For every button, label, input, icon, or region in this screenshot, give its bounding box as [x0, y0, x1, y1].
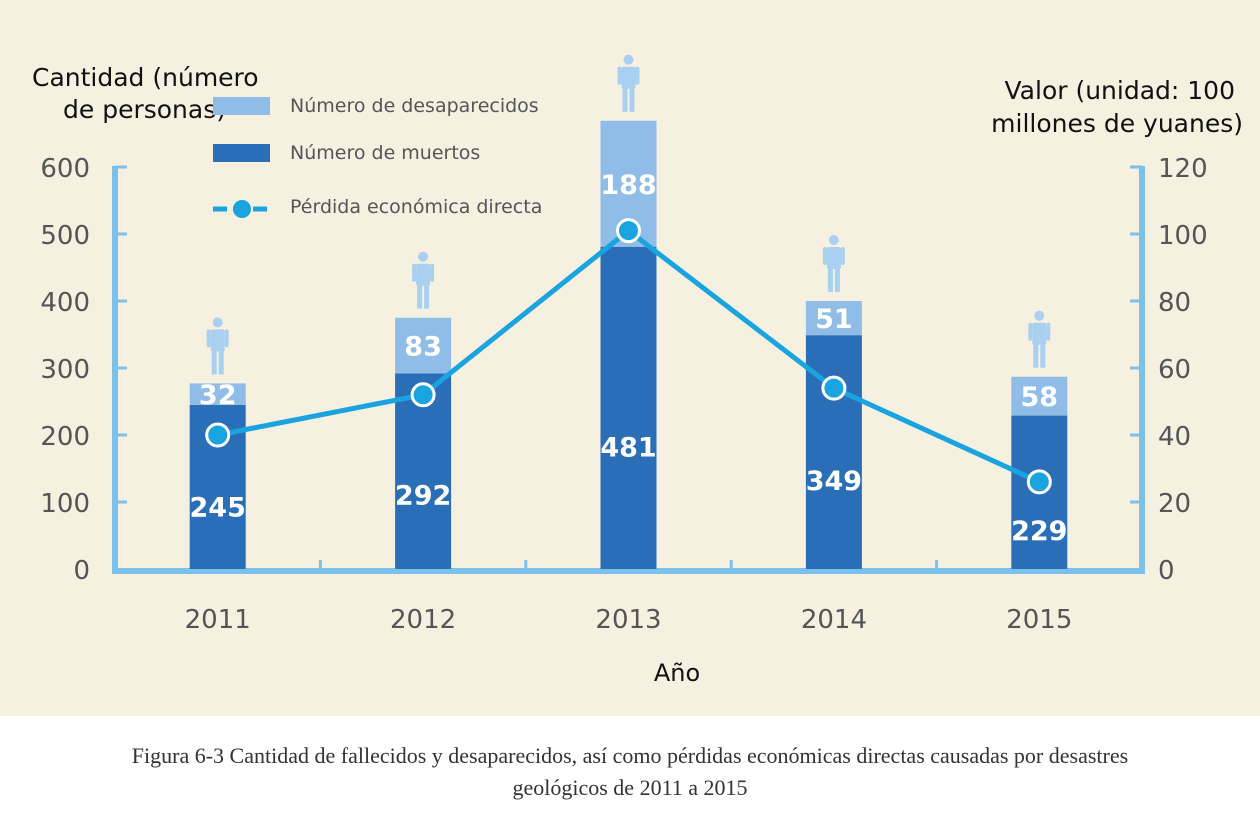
right-axis-title-line1: Valor (unidad: 100 — [1005, 76, 1235, 105]
person-icon-body — [826, 247, 841, 269]
person-icon-body — [1032, 322, 1047, 345]
data-label-desaparecidos: 58 — [1021, 382, 1059, 413]
data-label-muertos: 349 — [806, 466, 862, 497]
person-icon — [412, 251, 435, 309]
person-icon-right-leg — [424, 284, 430, 309]
person-icon-head — [623, 54, 634, 65]
legend-label-perdida: Pérdida económica directa — [290, 196, 542, 218]
right-tick-label: 0 — [1158, 556, 1175, 586]
x-axis-ticks: 2011 2012 2013 2014 2015 — [185, 560, 1072, 635]
person-icon — [617, 54, 640, 112]
x-axis-title: Año — [654, 659, 700, 687]
left-axis-title-line2: de personas) — [63, 95, 226, 124]
bar-muertos — [600, 246, 657, 570]
person-icon-body — [416, 263, 431, 286]
x-tick-label: 2013 — [595, 605, 661, 635]
left-tick-label: 600 — [40, 154, 90, 184]
x-tick-label: 2012 — [390, 605, 456, 635]
person-icon-left-leg — [1033, 343, 1039, 368]
right-axis-title-line2: millones de yuanes) — [991, 109, 1243, 138]
right-tick-label: 120 — [1158, 154, 1208, 184]
x-tick-label: 2011 — [185, 605, 251, 635]
bar-desaparecidos — [805, 301, 862, 336]
left-tick-label: 500 — [40, 221, 90, 251]
data-label-muertos: 229 — [1011, 516, 1067, 547]
right-tick-label: 100 — [1158, 221, 1208, 251]
right-axis-ticks: 0 20 40 60 80 100 120 — [1130, 154, 1208, 586]
figure-caption: Figura 6-3 Cantidad de fallecidos y desa… — [20, 740, 1240, 804]
caption-line-2: geológicos de 2011 a 2015 — [512, 775, 748, 800]
chart-svg: Cantidad (número de personas) Valor (uni… — [32, 54, 1243, 687]
data-label-desaparecidos: 83 — [404, 332, 442, 363]
left-tick-label: 200 — [40, 422, 90, 452]
person-icon-right-arm — [1046, 322, 1051, 341]
person-icon-right-arm — [430, 263, 435, 282]
x-tick-label: 2014 — [801, 605, 867, 635]
legend-label-muertos: Número de muertos — [290, 142, 480, 164]
right-tick-label: 60 — [1158, 355, 1191, 385]
person-icon-left-leg — [827, 268, 833, 292]
person-icon-left-leg — [622, 87, 628, 112]
left-tick-label: 100 — [40, 489, 90, 519]
chart-area: Cantidad (número de personas) Valor (uni… — [0, 0, 1260, 716]
x-tick-label: 2015 — [1006, 605, 1072, 635]
left-axis-title-line1: Cantidad (número — [32, 63, 259, 92]
person-icon — [1028, 310, 1051, 368]
left-tick-label: 0 — [73, 556, 90, 586]
line-point-perdida — [1026, 469, 1052, 495]
person-icon-right-leg — [218, 350, 224, 375]
person-icon — [822, 235, 845, 292]
data-label-muertos: 292 — [395, 481, 451, 512]
person-icon-right-leg — [1040, 343, 1046, 368]
legend-label-desaparecidos: Número de desaparecidos — [290, 95, 539, 117]
person-icon-right-arm — [224, 329, 229, 348]
person-icon-left-leg — [417, 284, 423, 309]
left-tick-label: 300 — [40, 355, 90, 385]
person-icons — [206, 54, 1051, 375]
bar-desaparecidos — [189, 383, 246, 405]
person-icon-head — [828, 235, 839, 245]
line-point-perdida — [410, 382, 436, 408]
right-tick-label: 40 — [1158, 422, 1191, 452]
line-series — [205, 218, 1052, 495]
right-tick-label: 80 — [1158, 288, 1191, 318]
person-icon-left-arm — [412, 263, 417, 282]
person-icon-left-arm — [1028, 322, 1033, 341]
legend-marker-line — [233, 200, 251, 218]
person-icon-head — [418, 251, 429, 262]
left-tick-label: 400 — [40, 288, 90, 318]
data-label-desaparecidos: 32 — [199, 380, 237, 411]
bars: 245 32 292 83 481 188 349 51 229 58 — [189, 120, 1068, 570]
right-tick-label: 20 — [1158, 489, 1191, 519]
person-icon-left-leg — [211, 350, 217, 375]
data-label-muertos: 481 — [600, 433, 656, 464]
person-icon-left-arm — [206, 329, 211, 348]
line-point-perdida — [205, 422, 231, 448]
person-icon-right-leg — [834, 268, 840, 292]
bar-desaparecidos — [1011, 376, 1068, 416]
line-point-perdida — [821, 375, 847, 401]
person-icon — [206, 317, 229, 375]
person-icon-right-arm — [635, 66, 640, 85]
data-label-desaparecidos: 188 — [600, 170, 656, 201]
person-icon-right-leg — [629, 87, 635, 112]
person-icon-head — [1034, 310, 1045, 321]
person-icon-left-arm — [822, 247, 827, 265]
bar-desaparecidos — [395, 317, 452, 374]
person-icon-left-arm — [617, 66, 622, 85]
data-label-desaparecidos: 51 — [815, 304, 853, 335]
legend: Número de desaparecidos Número de muerto… — [213, 95, 542, 218]
person-icon-body — [210, 329, 225, 352]
person-icon-body — [621, 66, 636, 89]
person-icon-right-arm — [840, 247, 845, 265]
legend-swatch-muertos — [213, 144, 270, 162]
caption-line-1: Figura 6-3 Cantidad de fallecidos y desa… — [131, 743, 1129, 768]
left-axis-ticks: 0 100 200 300 400 500 600 — [40, 154, 127, 586]
legend-swatch-desaparecidos — [213, 97, 270, 115]
person-icon-head — [212, 317, 223, 328]
line-point-perdida — [616, 218, 641, 244]
data-label-muertos: 245 — [190, 493, 246, 524]
